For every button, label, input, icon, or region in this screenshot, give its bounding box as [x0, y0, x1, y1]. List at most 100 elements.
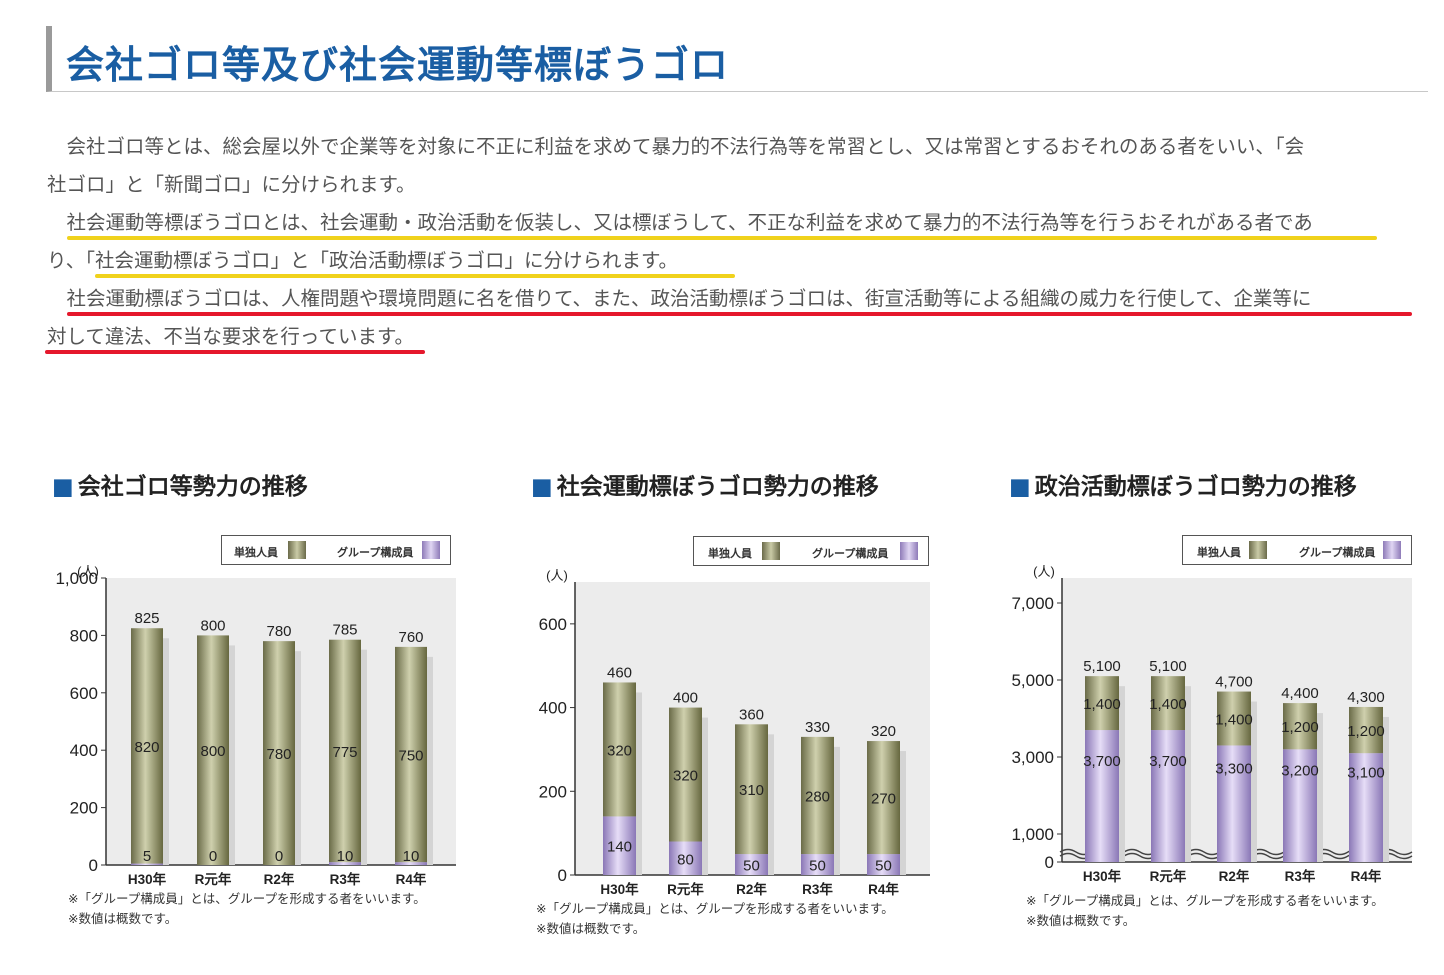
y-tick-label: 1,000: [1011, 825, 1054, 844]
legend-swatch-solo: [762, 542, 780, 560]
bar-solo-label: 320: [673, 768, 698, 785]
bar-group-label: 50: [743, 858, 760, 875]
bar-solo-label: 280: [805, 788, 830, 805]
note-line: ※数値は概数です。: [1026, 913, 1136, 928]
bar-solo-label: 1,200: [1347, 723, 1385, 740]
bar-solo-label: 310: [739, 782, 764, 799]
bar-group-segment: [735, 854, 768, 875]
legend-swatch-group: [900, 542, 918, 560]
yellow-highlight-underline: [67, 236, 1377, 240]
paragraph-line: り、「社会運動標ぼうゴロ」と「政治活動標ぼうゴロ」に分けられます。: [47, 249, 679, 272]
bar-group-label: 10: [337, 848, 354, 865]
chart-legend: 単独人員 グループ構成員: [1182, 535, 1412, 565]
bar-group-label: 0: [209, 848, 217, 865]
bar-group-label: 50: [875, 858, 892, 875]
chart-notes-3: ※「グループ構成員」とは、グループを形成する者をいいます。 ※数値は概数です。: [1026, 891, 1384, 931]
x-tick-label: R4年: [1351, 868, 1382, 884]
note-line: ※数値は概数です。: [536, 921, 646, 936]
bar-solo-segment: [1283, 703, 1317, 750]
bar-group-segment: [395, 862, 427, 865]
legend-swatch-group: [422, 541, 440, 559]
bar-group-label: 140: [607, 839, 632, 856]
legend-swatch-group: [1383, 541, 1401, 559]
y-tick-label: 0: [558, 866, 567, 885]
bar-group-label: 3,200: [1281, 763, 1319, 780]
note-line: ※「グループ構成員」とは、グループを形成する者をいいます。: [68, 891, 426, 906]
bar-group-label: 80: [677, 851, 694, 868]
x-tick-label: R2年: [264, 871, 295, 887]
bar-group-segment: [1085, 730, 1119, 862]
bar-group-segment: [801, 854, 834, 875]
bar-group-segment: [1349, 753, 1383, 862]
y-tick-label: 200: [539, 782, 567, 801]
note-line: ※「グループ構成員」とは、グループを形成する者をいいます。: [1026, 893, 1384, 908]
legend-label-group: グループ構成員: [1299, 546, 1376, 559]
x-tick-label: R2年: [1219, 868, 1250, 884]
y-tick-label: 400: [70, 741, 98, 760]
y-tick-label: 5,000: [1011, 671, 1054, 690]
y-tick-label: 800: [70, 626, 98, 645]
bar-total-label: 780: [266, 623, 291, 640]
bar-group-segment: [329, 862, 361, 865]
y-tick-label: 7,000: [1011, 594, 1054, 613]
x-tick-label: H30年: [1083, 868, 1122, 884]
x-tick-label: R3年: [330, 871, 361, 887]
y-tick-label: 200: [70, 799, 98, 818]
bar-solo-segment: [329, 639, 361, 863]
square-bullet-icon: ■: [531, 474, 553, 500]
bar-solo-label: 1,400: [1215, 712, 1253, 729]
square-bullet-icon: ■: [1009, 474, 1031, 500]
legend-label-solo: 単独人員: [708, 547, 752, 560]
bar-group-segment: [131, 863, 163, 865]
paragraph-line: 社会運動等標ぼうゴロとは、社会運動・政治活動を仮装し、又は標ぼうして、不正な利益…: [47, 211, 1313, 234]
paragraph-line: 会社ゴロ等とは、総会屋以外で企業等を対象に不正に利益を求めて暴力的不法行為等を常…: [47, 135, 1305, 158]
x-tick-label: R3年: [1285, 868, 1316, 884]
yellow-highlight-underline: [95, 274, 735, 278]
bar-solo-segment: [735, 724, 768, 855]
red-highlight-underline: [45, 350, 425, 354]
legend-label-group: グループ構成員: [337, 546, 414, 559]
bar-group-label: 5: [143, 848, 151, 865]
paragraph-line: 社ゴロ」と「新聞ゴロ」に分けられます。: [47, 173, 416, 196]
red-highlight-underline: [67, 312, 1412, 316]
y-tick-label: 1,000: [55, 569, 98, 588]
paragraph-line: 対して違法、不当な要求を行っています。: [47, 325, 414, 348]
bar-group-label: 3,300: [1215, 761, 1253, 778]
y-tick-label: 600: [70, 684, 98, 703]
bar-solo-segment: [263, 641, 295, 865]
page-header: 会社ゴロ等及び社会運動等標ぼうゴロ: [46, 26, 1428, 92]
legend-swatch-solo: [1249, 541, 1267, 559]
chart-notes-1: ※「グループ構成員」とは、グループを形成する者をいいます。 ※数値は概数です。: [68, 889, 426, 929]
bar-total-label: 800: [200, 617, 225, 634]
bar-total-label: 4,700: [1215, 674, 1253, 691]
bar-solo-label: 775: [332, 744, 357, 761]
x-tick-label: H30年: [600, 881, 639, 897]
bar-total-label: 4,300: [1347, 689, 1385, 706]
note-line: ※数値は概数です。: [68, 911, 178, 926]
bar-solo-label: 800: [200, 743, 225, 760]
legend-swatch-solo: [288, 541, 306, 559]
bar-group-label: 10: [403, 848, 420, 865]
bar-total-label: 5,100: [1149, 658, 1187, 675]
legend-label-solo: 単独人員: [234, 546, 278, 559]
bar-solo-label: 1,400: [1083, 696, 1121, 713]
bar-solo-label: 820: [134, 739, 159, 756]
legend-label-group: グループ構成員: [812, 547, 889, 560]
bar-total-label: 5,100: [1083, 658, 1121, 675]
chart-title-1: ■ 会社ゴロ等勢力の推移: [52, 474, 308, 500]
y-unit-label: (人): [546, 568, 568, 583]
bar-group-segment: [603, 816, 636, 875]
bar-total-label: 330: [805, 719, 830, 736]
paragraph-line: 社会運動標ぼうゴロは、人権問題や環境問題に名を借りて、また、政治活動標ぼうゴロは…: [47, 287, 1312, 310]
y-unit-label: (人): [77, 564, 99, 579]
x-tick-label: R元年: [195, 871, 232, 887]
bar-solo-segment: [1151, 676, 1185, 731]
bar-group-label: 3,700: [1083, 753, 1121, 770]
chart-title-2: ■ 社会運動標ぼうゴロ勢力の推移: [531, 474, 879, 500]
y-tick-label: 0: [1045, 853, 1054, 872]
chart-title-3: ■ 政治活動標ぼうゴロ勢力の推移: [1009, 474, 1357, 500]
chart-legend: 単独人員 グループ構成員: [693, 536, 929, 566]
bar-group-label: 0: [275, 848, 283, 865]
bar-total-label: 785: [332, 622, 357, 639]
